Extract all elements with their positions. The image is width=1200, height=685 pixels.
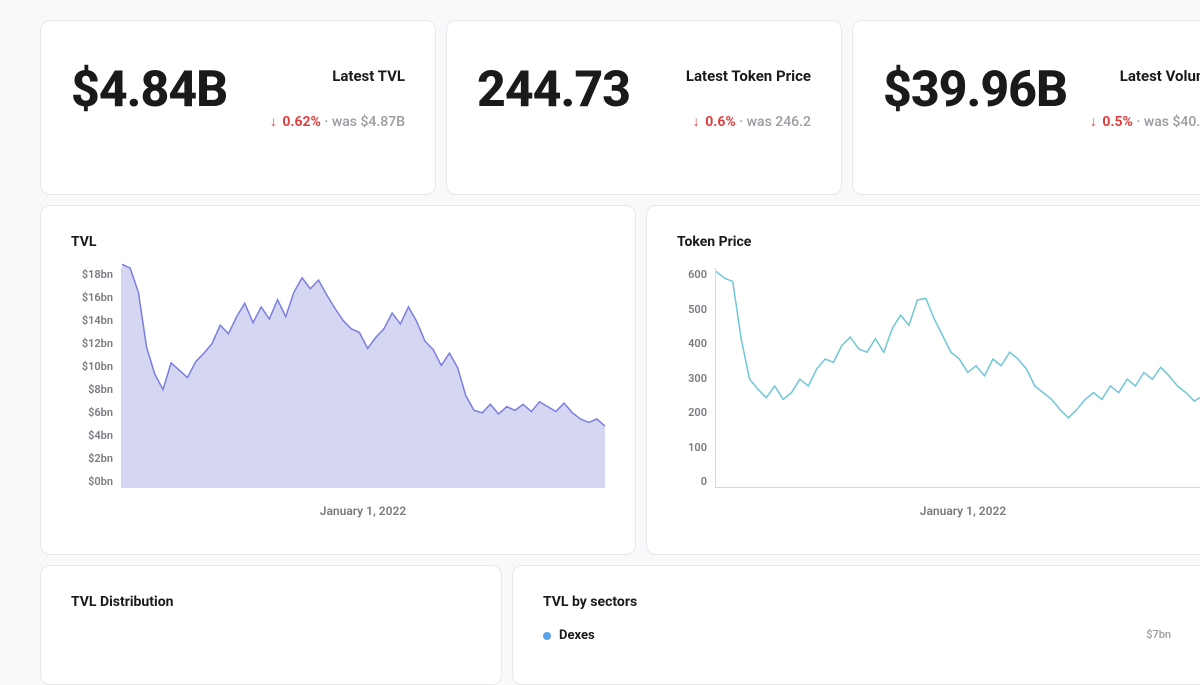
- tvl-svg: [122, 268, 605, 487]
- tvl-plot[interactable]: [121, 268, 605, 488]
- legend-label: Dexes: [559, 628, 595, 643]
- stat-pct: 0.62%: [282, 114, 321, 130]
- stat-label: Latest Token Price: [686, 67, 811, 85]
- stat-was: · was 246.2: [739, 114, 811, 130]
- legend-item[interactable]: Dexes: [543, 628, 637, 643]
- arrow-down-icon: ↓: [1090, 114, 1097, 130]
- legend-dot-icon: [543, 632, 551, 640]
- stat-label: Latest TVL: [270, 67, 405, 85]
- stat-card-price: 244.73 Latest Token Price ↓ 0.6% · was 2…: [446, 20, 842, 195]
- bottom-row: TVL Distribution TVL by sectors Dexes $7…: [40, 565, 1200, 685]
- stat-meta: Latest TVL ↓ 0.62% · was $4.87B: [270, 67, 405, 130]
- y-axis-labels: $18bn$16bn$14bn$12bn$10bn$8bn$6bn$4bn$2b…: [71, 268, 113, 488]
- stat-was: · was $4.87B: [324, 114, 405, 130]
- stat-change: ↓ 0.6% · was 246.2: [686, 113, 811, 130]
- chart-row: TVL $18bn$16bn$14bn$12bn$10bn$8bn$6bn$4b…: [40, 205, 1200, 555]
- card-title: TVL Distribution: [71, 594, 471, 610]
- stat-was: · was $40.2B: [1136, 114, 1200, 130]
- price-plot[interactable]: [715, 268, 1200, 488]
- stat-label: Latest Volume: [1090, 67, 1200, 85]
- price-svg: [716, 268, 1200, 487]
- x-axis-label: January 1, 2022: [715, 504, 1200, 518]
- stat-value: $39.96B: [883, 65, 1067, 115]
- stat-pct: 0.5%: [1102, 114, 1132, 130]
- tvl-chart-area: $18bn$16bn$14bn$12bn$10bn$8bn$6bn$4bn$2b…: [71, 268, 605, 518]
- y-axis-labels: 6005004003002001000: [677, 268, 707, 488]
- stat-meta: Latest Volume ↓ 0.5% · was $40.2B: [1090, 67, 1200, 130]
- chart-title: TVL: [71, 234, 605, 250]
- arrow-down-icon: ↓: [270, 114, 277, 130]
- chart-title: Token Price: [677, 234, 1200, 250]
- price-chart-card: Token Price 6005004003002001000 January …: [646, 205, 1200, 555]
- tvl-chart-card: TVL $18bn$16bn$14bn$12bn$10bn$8bn$6bn$4b…: [40, 205, 636, 555]
- stat-value: $4.84B: [71, 65, 227, 115]
- stat-change: ↓ 0.62% · was $4.87B: [270, 113, 405, 130]
- stat-change: ↓ 0.5% · was $40.2B: [1090, 113, 1200, 130]
- tvl-distribution-card: TVL Distribution: [40, 565, 502, 685]
- tvl-sectors-card: TVL by sectors Dexes $7bn: [512, 565, 1200, 685]
- stat-pct: 0.6%: [705, 114, 735, 130]
- stat-card-tvl: $4.84B Latest TVL ↓ 0.62% · was $4.87B: [40, 20, 436, 195]
- price-chart-area: 6005004003002001000 January 1, 2022: [677, 268, 1200, 518]
- stat-card-volume: $39.96B Latest Volume ↓ 0.5% · was $40.2…: [852, 20, 1200, 195]
- card-title: TVL by sectors: [543, 594, 637, 610]
- stat-meta: Latest Token Price ↓ 0.6% · was 246.2: [686, 67, 811, 130]
- x-axis-label: January 1, 2022: [121, 504, 605, 518]
- stat-card-row: $4.84B Latest TVL ↓ 0.62% · was $4.87B 2…: [40, 20, 1200, 195]
- stat-value: 244.73: [477, 65, 630, 115]
- arrow-down-icon: ↓: [693, 114, 700, 130]
